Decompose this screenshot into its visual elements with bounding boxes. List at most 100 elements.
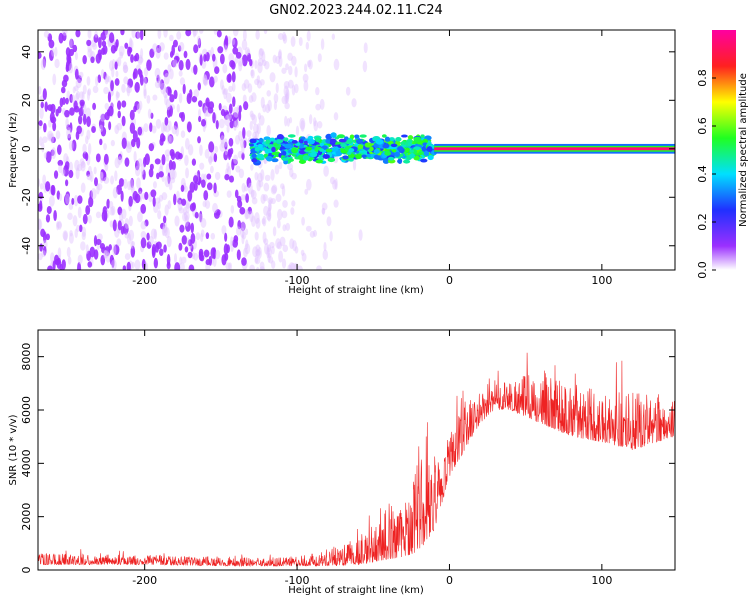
spectrogram-band-cell [330,147,339,152]
spectrogram-xtick-label: -100 [285,274,310,287]
spectrogram-noise-cell [196,35,201,46]
spectrogram-noise-cell [329,231,333,242]
spectrogram-noise-cell [250,164,254,171]
spectrogram-noise-cell [277,33,284,40]
spectrogram-noise-cell [246,177,252,188]
spectrogram-noise-cell [242,94,247,104]
spectrogram-noise-cell [234,189,239,199]
spectrogram-noise-cell [256,80,262,89]
spectrogram-noise-cell [128,37,133,50]
spectrogram-noise-cell [52,121,57,132]
spectrogram-noise-cell [262,104,267,113]
spectrogram-noise-cell [99,124,104,133]
spectrogram-noise-cell [99,138,103,146]
spectrogram-noise-cell [243,140,247,149]
spectrogram-noise-cell [77,261,82,270]
spectrogram-band-cell [382,158,390,164]
spectrogram-noise-cell [94,31,98,38]
spectrogram-noise-cell [189,181,195,193]
spectrogram-noise-cell [42,245,47,256]
spectrogram-noise-cell [134,52,140,62]
spectrogram-noise-cell [273,101,278,111]
spectrogram-noise-cell [334,178,338,190]
spectrogram-band-cell [390,143,398,148]
spectrogram-noise-cell [148,168,154,178]
spectrogram-noise-cell [269,72,276,83]
spectrogram-band-cell [384,136,390,142]
spectrogram-noise-cell [139,74,144,86]
spectrogram-noise-cell [114,170,118,182]
spectrogram-band-cell [420,134,425,138]
spectrogram-noise-cell [86,116,91,128]
spectrogram-noise-cell [163,30,168,38]
spectrogram-noise-cell [116,184,122,195]
spectrogram-noise-cell [146,241,152,249]
spectrogram-noise-cell [240,220,246,233]
spectrogram-noise-cell [281,185,286,197]
spectrogram-noise-cell [78,107,84,117]
spectrogram-noise-cell [250,189,257,200]
spectrogram-noise-cell [188,144,194,156]
spectrogram-line-core [434,147,675,151]
spectrogram-noise-cell [112,187,118,199]
spectrogram-band-cell [251,153,257,159]
spectrogram-noise-cell [214,145,219,154]
spectrogram-noise-cell [152,94,158,101]
spectrogram-noise-cell [172,59,178,68]
spectrogram-noise-cell [204,70,210,81]
spectrogram-noise-cell [252,123,259,134]
spectrogram-noise-cell [255,244,261,253]
spectrogram-noise-cell [54,46,58,57]
spectrogram-noise-cell [281,210,288,219]
spectrogram-noise-cell [57,220,62,230]
spectrogram-noise-cell [80,241,86,251]
spectrogram-noise-cell [137,56,144,64]
spectrogram-noise-cell [207,107,214,114]
spectrogram-noise-cell [275,55,281,64]
spectrogram-noise-cell [50,136,56,144]
spectrogram-noise-cell [231,71,236,83]
spectrogram-noise-cell [286,117,290,127]
spectrogram-band-cell [338,138,347,143]
spectrogram-noise-cell [179,224,185,233]
spectrogram-noise-cell [100,169,105,181]
spectrogram-noise-cell [290,262,297,270]
spectrogram-noise-cell [47,265,53,270]
spectrogram-noise-cell [86,39,92,47]
spectrogram-band-cell [254,146,261,152]
spectrogram-noise-cell [259,48,265,56]
spectrogram-noise-cell [73,100,78,110]
spectrogram-noise-cell [142,169,146,180]
spectrogram-noise-cell [272,54,277,64]
spectrogram-noise-cell [161,226,166,237]
spectrogram-noise-cell [94,177,98,187]
spectrogram-noise-cell [50,116,57,124]
spectrogram-noise-cell [57,159,64,167]
spectrogram-noise-cell [231,38,236,46]
spectrogram-noise-cell [215,249,221,260]
spectrogram-noise-cell [266,246,270,259]
spectrogram-noise-cell [252,246,259,258]
spectrogram-noise-cell [254,256,261,265]
spectrogram-noise-cell [321,207,326,215]
spectrogram-noise-cell [81,226,87,238]
spectrogram-noise-cell [86,76,91,86]
spectrogram-noise-cell [178,242,183,251]
spectrogram-noise-cell [180,184,185,193]
spectrogram-noise-cell [215,119,219,130]
spectrogram-band-cell [397,146,404,152]
spectrogram-noise-cell [257,112,262,120]
spectrogram-noise-cell [68,161,74,173]
spectrogram-band-cell [375,138,384,145]
spectrogram-noise-cell [122,265,127,270]
spectrogram-noise-cell [301,252,307,262]
spectrogram-noise-cell [256,179,261,192]
spectrogram-noise-cell [250,189,255,198]
spectrogram-noise-cell [120,30,125,36]
spectrogram-noise-cell [163,244,167,253]
spectrogram-noise-cell [56,144,62,155]
spectrogram-noise-cell [137,211,143,223]
spectrogram-noise-cell [220,109,226,117]
spectrogram-noise-cell [62,230,69,241]
spectrogram-noise-cell [102,30,108,36]
